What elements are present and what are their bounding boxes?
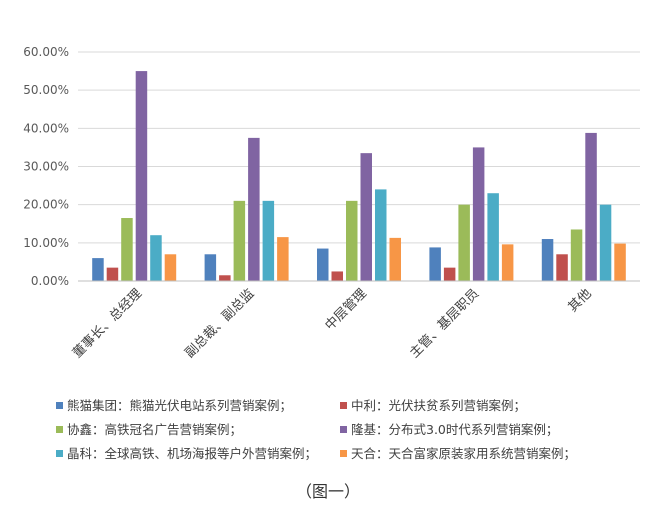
legend-label: 晶科：全球高铁、机场海报等户外营销案例；	[67, 446, 317, 461]
bar	[121, 218, 133, 281]
legend-swatch	[56, 426, 63, 433]
bar	[92, 258, 104, 281]
bar	[248, 137, 260, 281]
bar	[614, 243, 626, 281]
bar	[360, 153, 372, 281]
legend-label: 熊猫集团：熊猫光伏电站系列营销案例；	[67, 398, 292, 413]
legend-label: 中利：光伏扶贫系列营销案例；	[351, 398, 526, 413]
bar	[150, 235, 162, 281]
x-category-label: 副总裁、副总监	[182, 286, 258, 362]
x-axis-categories: 董事长、总经理 副总裁、副总监 中层管理 主管、基层职员 其他	[70, 286, 595, 362]
legend-label: 天合：天合富家原装家用系统营销案例；	[351, 446, 576, 461]
bars	[92, 71, 626, 281]
bar	[204, 254, 217, 281]
bar	[317, 248, 329, 281]
legend-label: 隆基：分布式3.0时代系列营销案例；	[351, 422, 558, 437]
legend-swatch	[340, 450, 347, 457]
bar	[429, 247, 441, 281]
bar	[219, 275, 231, 281]
bar	[164, 254, 177, 281]
bar	[277, 237, 289, 281]
bar	[570, 229, 583, 281]
legend-item: 中利：光伏扶贫系列营销案例；	[340, 398, 526, 413]
y-tick-label: 50.00%	[23, 83, 69, 97]
grid-lines	[78, 51, 640, 244]
bar	[443, 267, 456, 281]
bar	[599, 204, 612, 281]
x-category-label: 中层管理	[322, 286, 369, 333]
bar	[375, 189, 387, 281]
legend-item: 晶科：全球高铁、机场海报等户外营销案例；	[56, 446, 317, 461]
legend-item: 熊猫集团：熊猫光伏电站系列营销案例；	[56, 398, 292, 413]
legend-label: 协鑫：高铁冠名广告营销案例；	[67, 422, 242, 437]
x-category-label: 其他	[566, 286, 595, 315]
bar	[472, 147, 485, 281]
legend-item: 天合：天合富家原装家用系统营销案例；	[340, 446, 576, 461]
legend: 熊猫集团：熊猫光伏电站系列营销案例； 中利：光伏扶贫系列营销案例； 协鑫：高铁冠名广…	[56, 398, 576, 461]
x-category-label: 主管、基层职员	[407, 286, 482, 361]
legend-item: 协鑫：高铁冠名广告营销案例；	[56, 422, 242, 437]
bar	[458, 204, 470, 281]
legend-swatch	[340, 402, 347, 409]
bar	[346, 200, 358, 281]
bar	[262, 200, 275, 281]
y-tick-label: 60.00%	[23, 45, 69, 59]
bar	[541, 239, 554, 281]
bar	[389, 237, 401, 281]
legend-swatch	[56, 450, 63, 457]
bar	[106, 267, 119, 281]
x-category-label: 董事长、总经理	[70, 286, 145, 361]
bar	[556, 254, 568, 281]
bar	[487, 193, 499, 281]
legend-swatch	[340, 426, 347, 433]
bar	[501, 244, 514, 281]
bar	[135, 71, 148, 281]
bar	[233, 200, 246, 281]
y-tick-label: 0.00%	[31, 274, 69, 288]
y-tick-label: 40.00%	[23, 121, 69, 135]
bar	[585, 132, 597, 281]
legend-swatch	[56, 402, 63, 409]
y-axis-ticks: 0.00% 10.00% 20.00% 30.00% 40.00% 50.00% 60.00…	[23, 45, 69, 288]
figure-caption: （图一）	[296, 482, 360, 501]
y-tick-label: 10.00%	[23, 236, 69, 250]
legend-item: 隆基：分布式3.0时代系列营销案例；	[340, 422, 558, 437]
y-tick-label: 20.00%	[23, 198, 69, 212]
bar	[331, 271, 343, 281]
y-tick-label: 30.00%	[23, 160, 69, 174]
